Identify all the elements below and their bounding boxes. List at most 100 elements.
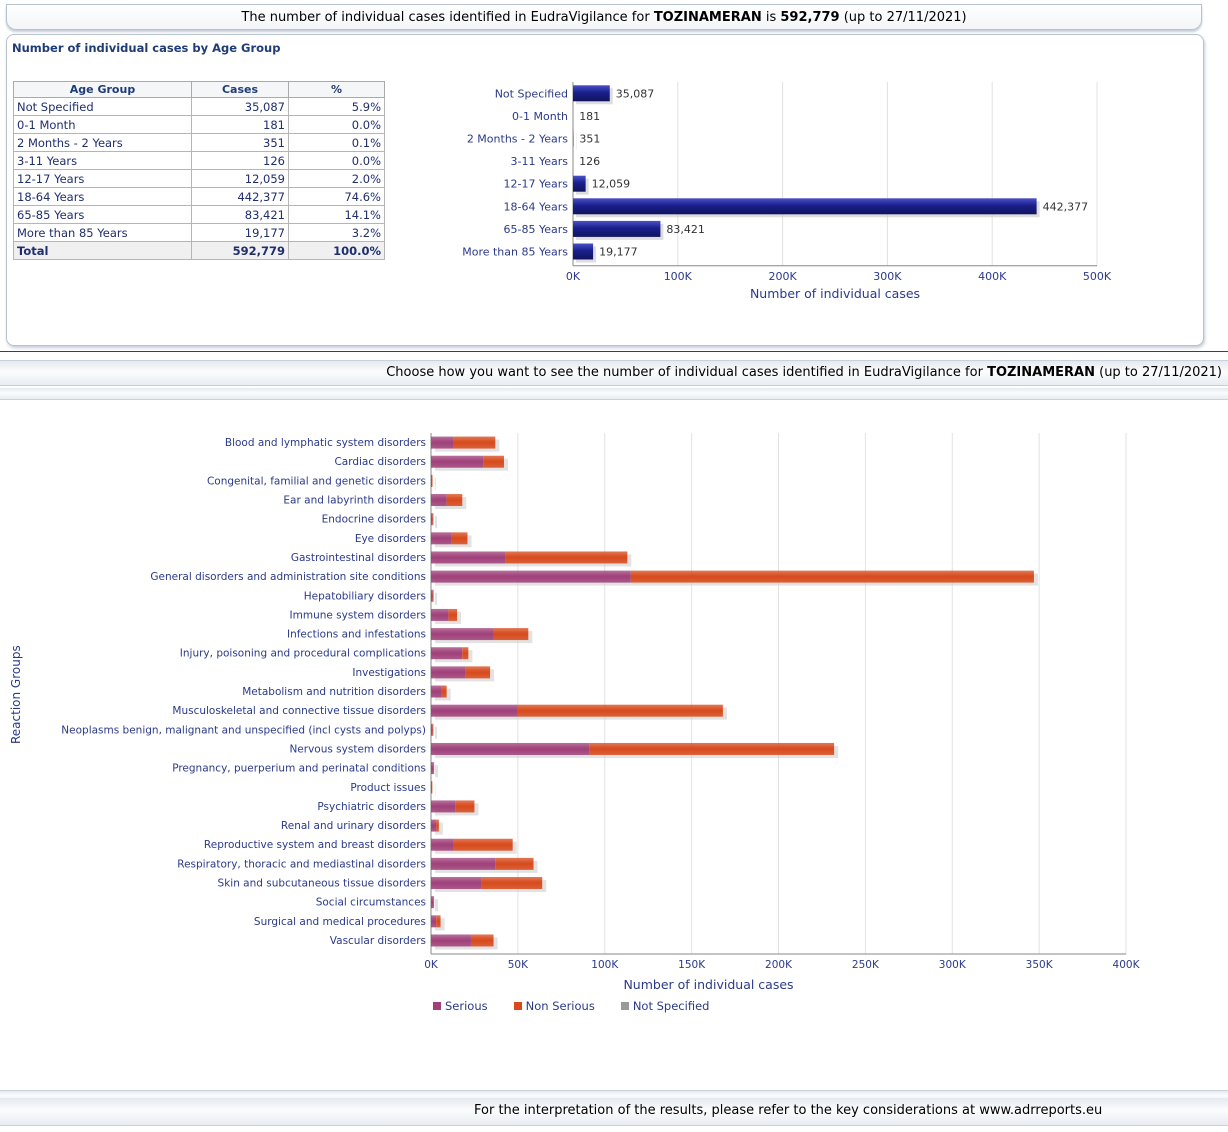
cases-cell: 126 (191, 151, 289, 170)
rg-category-label: Musculoskeletal and connective tissue di… (172, 705, 426, 717)
rg-x-tick-label: 350K (1026, 959, 1054, 971)
table-header-row: Age Group Cases % (13, 81, 385, 98)
rg-bar-shadow (435, 784, 436, 797)
age-category-label: 65-85 Years (504, 223, 569, 236)
age-category-label: Not Specified (495, 87, 568, 100)
age-bar (573, 198, 1037, 215)
percent-cell: 5.9% (288, 97, 385, 116)
percent-cell: 0.1% (288, 133, 385, 152)
legend-item[interactable]: Not Specified (620, 999, 710, 1013)
rg-bar-serious (431, 838, 454, 851)
footer-band: For the interpretation of the results, p… (0, 1098, 1228, 1126)
rg-bar-non-serious (446, 494, 463, 507)
rg-x-tick-label: 0K (424, 959, 439, 971)
band-spacer (0, 388, 1228, 400)
rg-bar-serious (431, 589, 433, 602)
rg-bar-non-serious (433, 762, 435, 775)
legend-label: Not Specified (632, 999, 710, 1013)
rg-y-axis-label: Reaction Groups (9, 645, 23, 744)
rg-x-tick-label: 50K (508, 959, 529, 971)
rg-bar-serious (431, 570, 631, 583)
rg-bar-serious (431, 915, 437, 928)
rg-category-label: Neoplasms benign, malignant and unspecif… (61, 724, 426, 736)
rg-category-label: Psychiatric disorders (317, 801, 426, 813)
rg-bar-shadow (435, 899, 438, 912)
rg-bar-serious (431, 800, 456, 813)
age-value-label: 83,421 (666, 223, 705, 236)
rg-category-label: Immune system disorders (290, 609, 426, 621)
rg-bar-serious (431, 494, 447, 507)
rg-x-tick-label: 400K (1113, 959, 1141, 971)
rg-x-tick-label: 200K (765, 959, 793, 971)
age-bar-chart: 0K 100K 200K 300K 400K 500K Not Specified 35,08… (462, 82, 1112, 301)
cases-cell: 83,421 (191, 205, 289, 224)
rg-bar-non-serious (483, 455, 504, 468)
rg-bar-non-serious (589, 742, 835, 755)
rg-category-label: Ear and labyrinth disorders (283, 495, 426, 507)
rg-bar-serious (431, 608, 449, 621)
rg-x-tick-label: 250K (852, 959, 880, 971)
percent-cell: 74.6% (288, 187, 385, 206)
table-total-row: Total 592,779 100.0% (13, 241, 385, 260)
age-x-axis-label: Number of individual cases (750, 286, 920, 301)
age-value-label: 351 (579, 133, 600, 146)
legend-label: Serious (445, 999, 488, 1013)
rg-category-label: Skin and subcutaneous tissue disorders (218, 878, 426, 890)
legend-swatch (513, 1002, 522, 1010)
age-x-tick-label: 500K (1083, 270, 1112, 283)
choose-prefix: Choose how you want to see the number of… (386, 365, 988, 380)
rg-category-label: Metabolism and nutrition disorders (242, 686, 426, 698)
rg-category-label: General disorders and administration sit… (150, 571, 426, 583)
rg-bar-shadow (435, 765, 439, 778)
table-row: More than 85 Years 19,177 3.2% (13, 223, 385, 242)
rg-bar-non-serious (431, 474, 433, 487)
table-row: 2 Months - 2 Years 351 0.1% (13, 133, 385, 152)
rg-bar-non-serious (451, 532, 468, 545)
age-group-cell: 0-1 Month (13, 115, 192, 134)
age-x-tick-label: 100K (664, 270, 693, 283)
rg-bar-serious (431, 455, 484, 468)
rg-x-tick-label: 100K (591, 959, 619, 971)
rg-bar-non-serious (495, 857, 534, 870)
rg-bar-serious (431, 436, 454, 449)
rg-bar-non-serious (453, 838, 513, 851)
header-drug: TOZINAMERAN (653, 10, 762, 25)
rg-bar-serious (431, 723, 433, 736)
rg-bar-non-serious (470, 934, 494, 947)
col-header-age-group: Age Group (13, 81, 192, 98)
rg-category-label: Congenital, familial and genetic disorde… (207, 475, 426, 487)
age-bar (573, 243, 594, 260)
age-group-cell: 18-64 Years (13, 187, 192, 206)
legend-swatch (620, 1002, 629, 1010)
percent-cell: 2.0% (288, 169, 385, 188)
rg-bar-serious (431, 742, 590, 755)
rg-category-label: Infections and infestations (287, 629, 426, 641)
rg-category-label: Cardiac disorders (334, 456, 426, 468)
age-group-cell: 12-17 Years (13, 169, 192, 188)
percent-cell: 0.0% (288, 151, 385, 170)
header-total: 592,779 (780, 10, 840, 25)
section-divider (0, 351, 1228, 352)
footer-text: For the interpretation of the results, p… (474, 1103, 1103, 1118)
age-x-tick-label: 200K (768, 270, 797, 283)
rg-bar-serious (431, 934, 471, 947)
age-bar (573, 85, 610, 102)
rg-category-label: Respiratory, thoracic and mediastinal di… (177, 858, 426, 870)
total-cases-cell: 592,779 (191, 241, 289, 260)
cases-cell: 442,377 (191, 187, 289, 206)
header-suffix: (up to 27/11/2021) (839, 10, 967, 25)
rg-category-label: Gastrointestinal disorders (291, 552, 426, 564)
rg-category-label: Renal and urinary disorders (281, 820, 426, 832)
rg-x-tick-label: 150K (678, 959, 706, 971)
rg-bar-non-serious (441, 685, 447, 698)
legend-item[interactable]: Non Serious (513, 999, 595, 1013)
rg-bar-non-serious (448, 608, 458, 621)
rg-category-label: Pregnancy, puerperium and perinatal cond… (172, 763, 426, 775)
age-category-label: 3-11 Years (511, 155, 569, 168)
legend-item[interactable]: Serious (433, 999, 488, 1013)
rg-bar-shadow (435, 592, 438, 605)
col-header-percent: % (288, 81, 385, 98)
rg-bar-serious (431, 513, 433, 526)
rg-category-label: Hepatobiliary disorders (304, 590, 426, 602)
rg-category-label: Endocrine disorders (322, 514, 426, 526)
